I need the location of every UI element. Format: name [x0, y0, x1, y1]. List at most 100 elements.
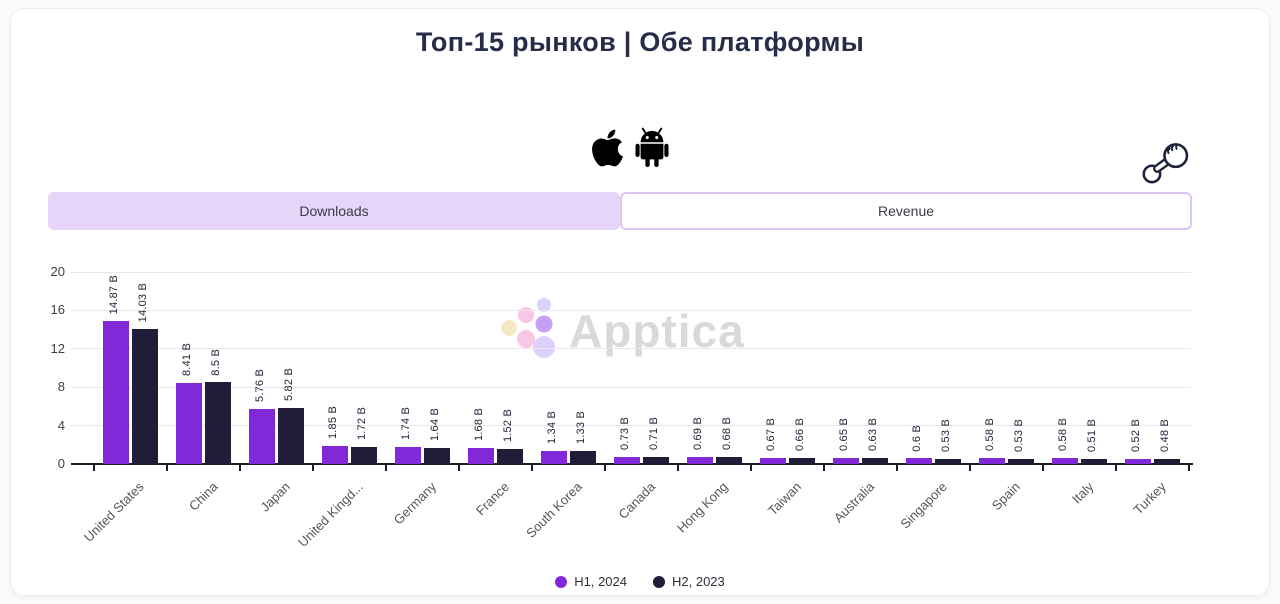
- tab-revenue[interactable]: Revenue: [620, 192, 1192, 230]
- bar-value-label: 5.76 B: [254, 368, 266, 402]
- x-axis-tick: [239, 465, 241, 471]
- android-robot-icon: [633, 127, 671, 174]
- apple-logo-icon: [591, 127, 624, 174]
- bar-h1-2024[interactable]: [687, 457, 713, 464]
- bar-value-label: 0.6 B: [911, 424, 923, 452]
- x-axis-label: Hong Kong: [674, 479, 732, 536]
- bar-h2-2023[interactable]: [789, 457, 815, 464]
- bar-value-label: 0.68 B: [721, 417, 733, 451]
- chart-card: Топ-15 рынков | Обе платформы: [10, 8, 1270, 596]
- bar-value-label: 8.41 B: [181, 343, 193, 377]
- x-axis-tick: [1042, 465, 1044, 471]
- bar-value-label: 0.71 B: [648, 417, 660, 451]
- bar-value-label: 0.67 B: [765, 417, 777, 451]
- chart-legend: H1, 2024 H2, 2023: [11, 574, 1269, 589]
- legend-item-h1-2024[interactable]: H1, 2024: [555, 574, 627, 589]
- bar-h1-2024[interactable]: [176, 383, 202, 464]
- bar-h1-2024[interactable]: [103, 321, 129, 464]
- bar-h2-2023[interactable]: [1008, 458, 1034, 464]
- bar-h2-2023[interactable]: [424, 448, 450, 464]
- legend-item-h2-2023[interactable]: H2, 2023: [653, 574, 725, 589]
- bar-value-label: 0.53 B: [1013, 418, 1025, 452]
- bar-h2-2023[interactable]: [351, 447, 377, 464]
- y-axis-tick-label: 20: [50, 264, 65, 279]
- x-axis-label: United States: [81, 479, 148, 545]
- bar-value-label: 0.63 B: [867, 417, 879, 451]
- bar-h1-2024[interactable]: [541, 451, 567, 464]
- bar-h2-2023[interactable]: [643, 457, 669, 464]
- gridline: [71, 386, 1191, 388]
- bar-value-label: 14.87 B: [108, 274, 120, 315]
- hand-click-icon: [1139, 133, 1193, 189]
- bar-h2-2023[interactable]: [1081, 459, 1107, 464]
- bar-value-label: 0.65 B: [838, 417, 850, 451]
- x-axis-tick: [458, 465, 460, 471]
- x-axis-label: Japan: [257, 479, 294, 515]
- x-axis-label: United Kingd...: [295, 479, 367, 550]
- x-axis-tick: [312, 465, 314, 471]
- bar-h1-2024[interactable]: [395, 447, 421, 464]
- bar-h2-2023[interactable]: [716, 457, 742, 464]
- bar-h1-2024[interactable]: [979, 458, 1005, 464]
- bar-value-label: 1.52 B: [502, 409, 514, 443]
- bar-h1-2024[interactable]: [614, 456, 640, 464]
- bar-value-label: 0.58 B: [984, 418, 996, 452]
- y-axis-tick-label: 12: [50, 340, 65, 356]
- bar-value-label: 0.66 B: [794, 417, 806, 451]
- bar-h2-2023[interactable]: [862, 457, 888, 464]
- bar-value-label: 1.64 B: [429, 408, 441, 442]
- bar-h2-2023[interactable]: [278, 408, 304, 464]
- bar-value-label: 5.82 B: [283, 368, 295, 402]
- x-axis-label: Spain: [988, 479, 1024, 514]
- bar-h2-2023[interactable]: [497, 449, 523, 464]
- bar-value-label: 0.58 B: [1057, 418, 1069, 452]
- bar-value-label: 0.69 B: [692, 417, 704, 451]
- bar-h1-2024[interactable]: [468, 447, 494, 464]
- x-axis-label: Australia: [830, 479, 878, 526]
- bar-h2-2023[interactable]: [205, 382, 231, 464]
- x-axis-label: Taiwan: [764, 479, 805, 519]
- x-axis-tick: [823, 465, 825, 471]
- x-axis-label: China: [185, 479, 221, 514]
- legend-label: H1, 2024: [574, 574, 627, 589]
- gridline: [71, 271, 1191, 273]
- bar-h2-2023[interactable]: [132, 329, 158, 464]
- bar-h2-2023[interactable]: [570, 451, 596, 464]
- bar-h1-2024[interactable]: [322, 446, 348, 464]
- tab-downloads[interactable]: Downloads: [48, 192, 620, 230]
- bar-value-label: 0.52 B: [1130, 419, 1142, 453]
- y-axis-tick-label: 4: [57, 417, 65, 433]
- x-axis-tick: [1188, 465, 1190, 471]
- legend-dot-icon: [653, 575, 665, 588]
- bar-value-label: 1.33 B: [575, 411, 587, 445]
- gridline: [71, 309, 1191, 311]
- bar-value-label: 1.72 B: [356, 407, 368, 441]
- bar-value-label: 0.51 B: [1086, 419, 1098, 453]
- x-axis-tick: [677, 465, 679, 471]
- gridline: [71, 348, 1191, 350]
- x-axis-tick: [531, 465, 533, 471]
- y-axis-tick-label: 16: [50, 302, 65, 318]
- y-axis-tick-label: 0: [57, 456, 65, 471]
- bar-h1-2024[interactable]: [833, 457, 859, 464]
- x-axis-tick: [969, 465, 971, 471]
- bar-value-label: 8.5 B: [210, 348, 222, 376]
- bar-h1-2024[interactable]: [1052, 458, 1078, 464]
- bar-h2-2023[interactable]: [1154, 459, 1180, 464]
- bar-h1-2024[interactable]: [906, 458, 932, 464]
- bar-value-label: 1.74 B: [400, 407, 412, 441]
- bar-value-label: 1.85 B: [327, 406, 339, 440]
- bar-value-label: 0.73 B: [619, 416, 631, 450]
- x-axis-line: [71, 463, 1193, 465]
- x-axis-label: Turkey: [1130, 479, 1170, 518]
- bar-h2-2023[interactable]: [935, 458, 961, 464]
- y-axis-tick-label: 8: [57, 379, 65, 395]
- bar-h1-2024[interactable]: [1125, 459, 1151, 464]
- bar-value-label: 1.34 B: [546, 411, 558, 445]
- x-axis-label: Canada: [615, 479, 659, 522]
- bar-chart: 0 4 8 12 16 20 14.87 B 14.03 B United States 8.41…: [11, 9, 1269, 595]
- bar-h1-2024[interactable]: [249, 408, 275, 464]
- bar-h1-2024[interactable]: [760, 457, 786, 464]
- platform-icons: [576, 121, 686, 179]
